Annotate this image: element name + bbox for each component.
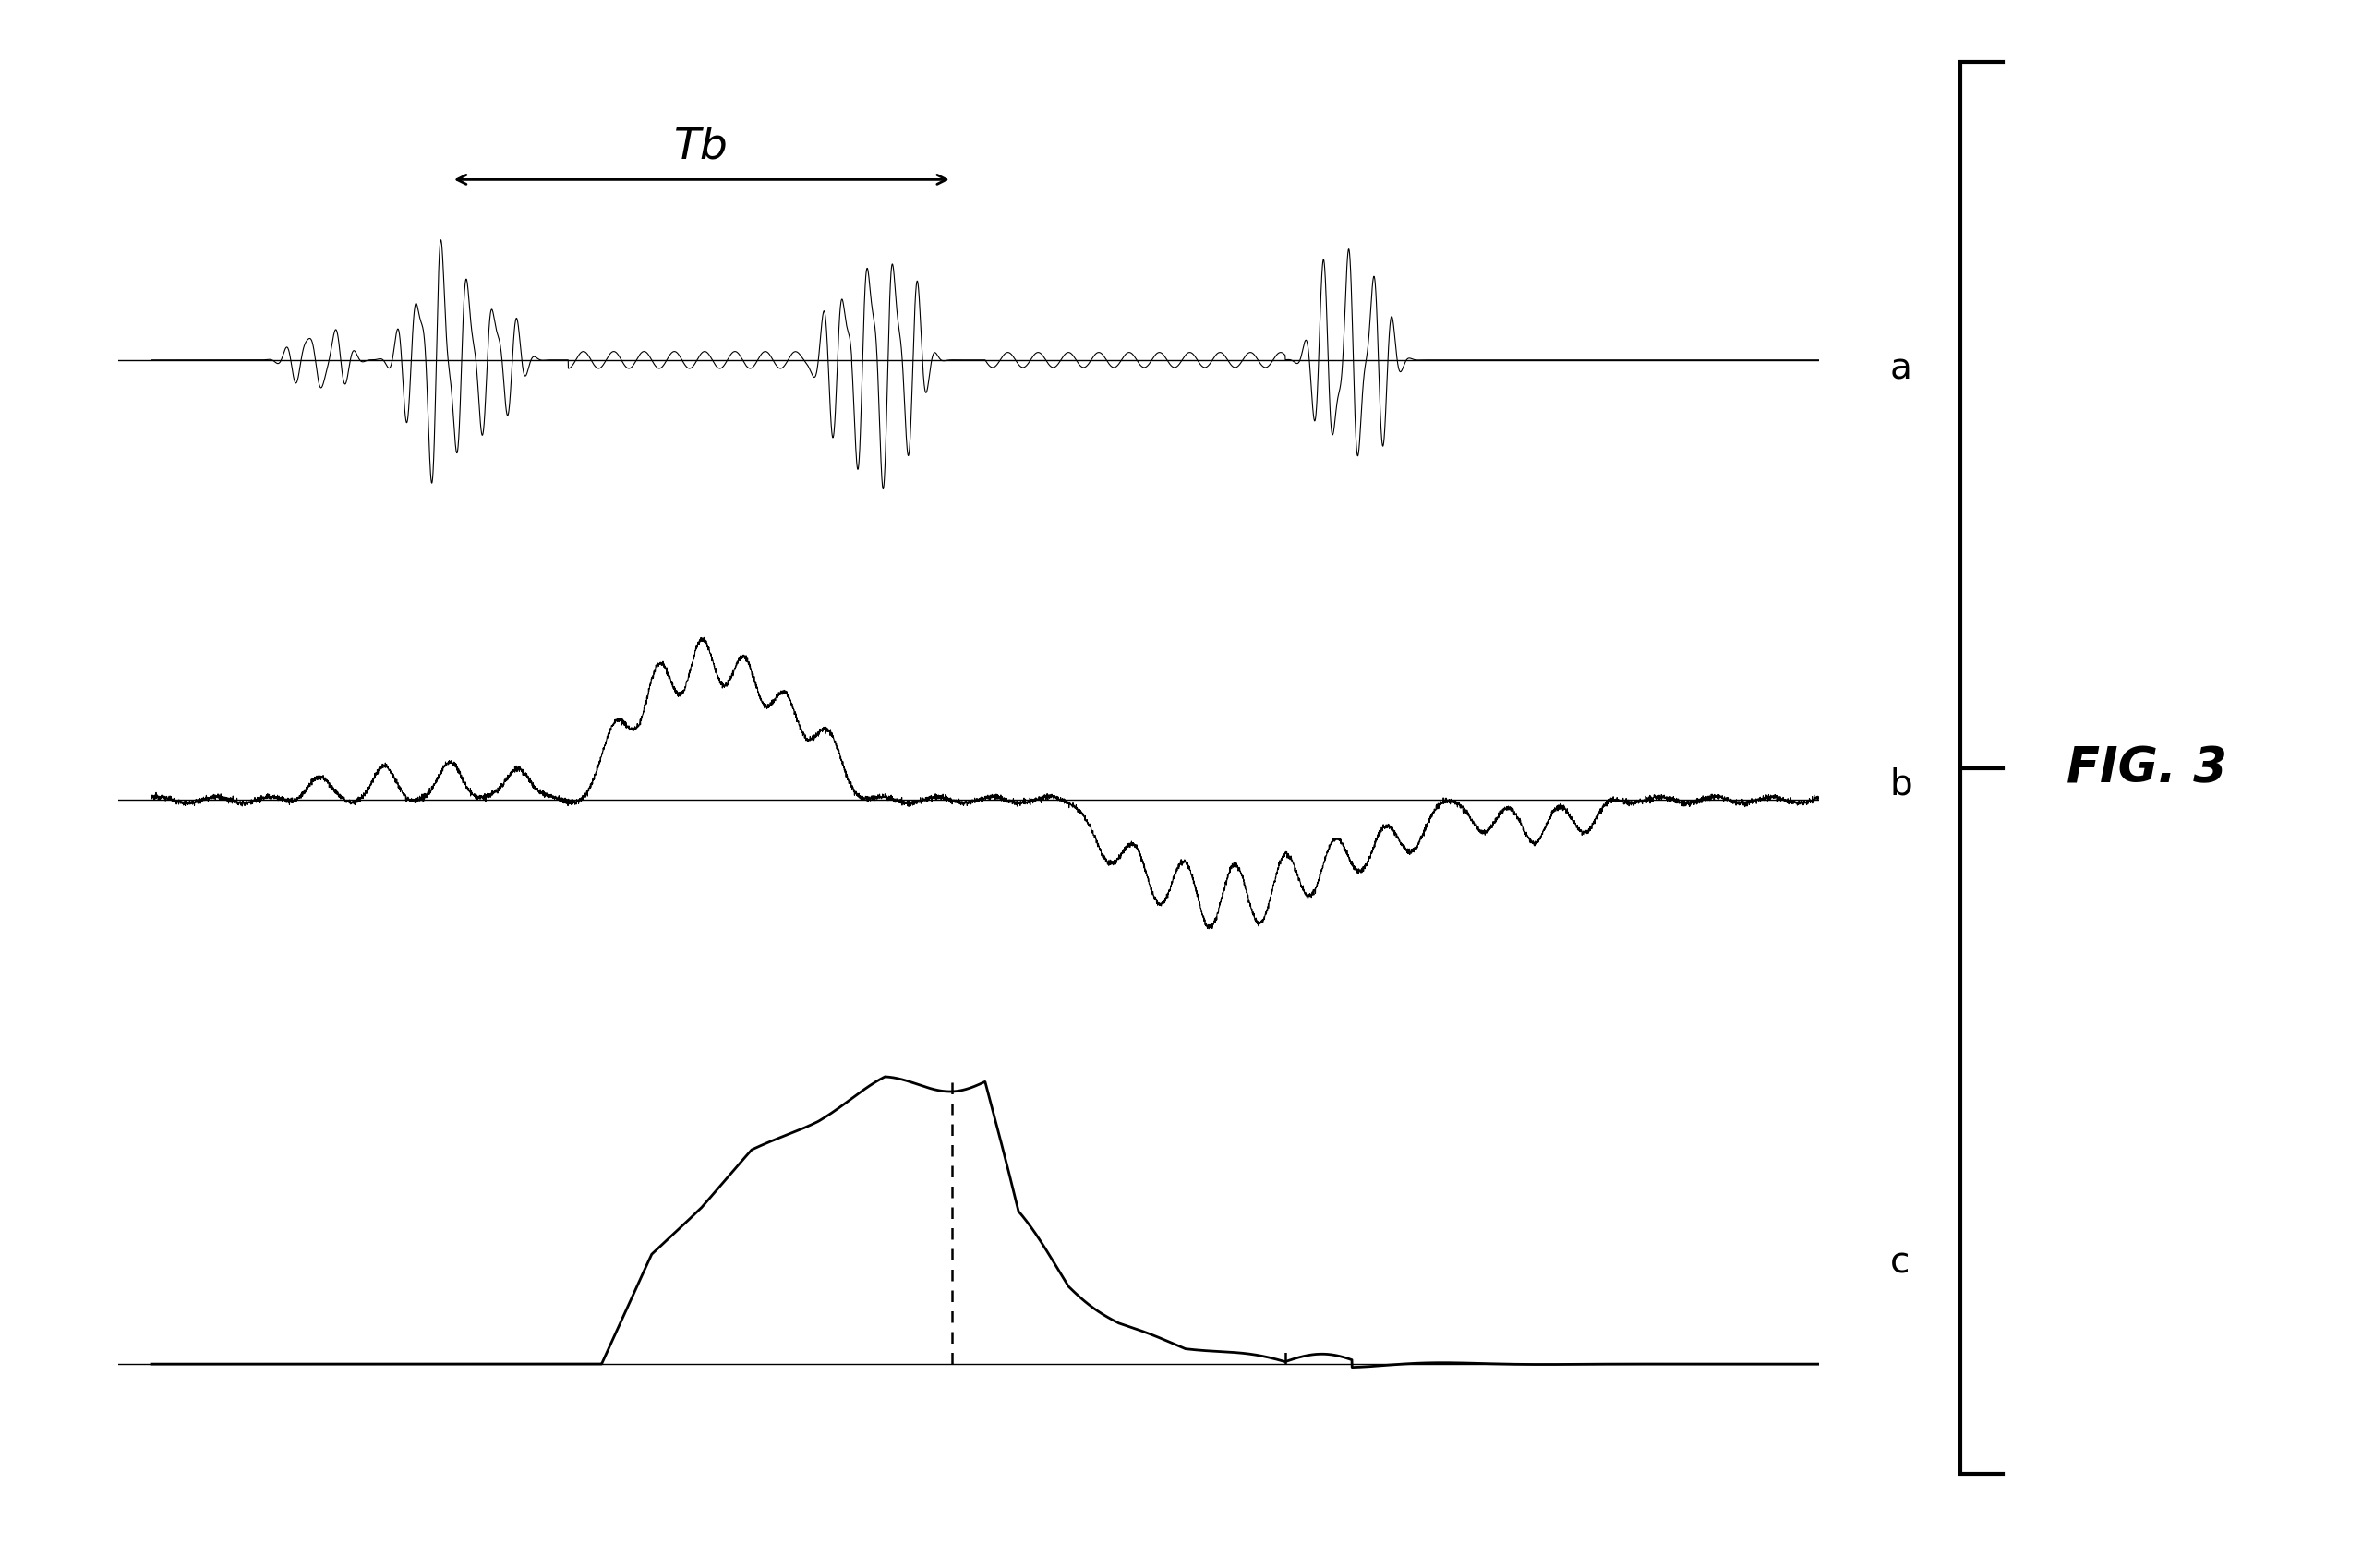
Text: c: c	[1890, 1245, 1908, 1279]
Text: Tb: Tb	[676, 127, 730, 168]
Text: b: b	[1890, 767, 1913, 801]
Text: FIG. 3: FIG. 3	[2067, 745, 2227, 792]
Text: a: a	[1890, 351, 1911, 386]
